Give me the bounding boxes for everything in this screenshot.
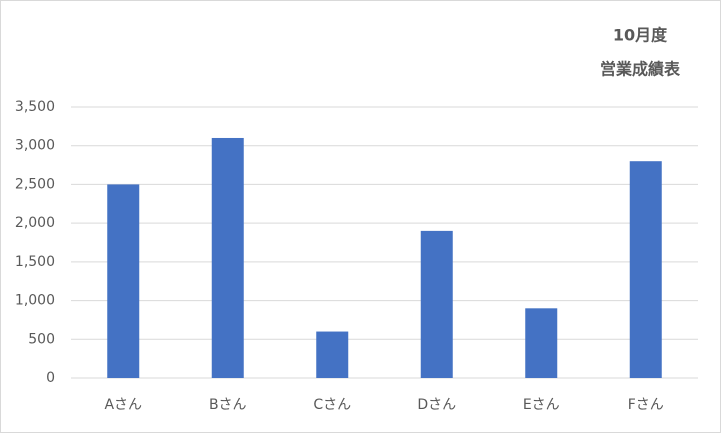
bar	[420, 230, 453, 378]
y-tick-label: 3,500	[15, 99, 55, 115]
bar	[316, 331, 349, 378]
x-tick-label: Eさん	[523, 397, 560, 413]
y-tick-label: 3,000	[15, 138, 55, 154]
bar	[629, 161, 662, 378]
chart-title: 10月度	[613, 26, 668, 45]
bar	[107, 184, 140, 378]
y-tick-label: 2,500	[15, 176, 55, 192]
x-tick-label: Bさん	[209, 397, 247, 413]
x-tick-label: Aさん	[104, 397, 142, 413]
bar	[211, 137, 244, 378]
x-tick-label: Fさん	[628, 397, 664, 413]
x-tick-label: Cさん	[313, 397, 351, 413]
y-tick-label: 0	[46, 370, 55, 386]
chart-subtitle: 営業成績表	[600, 60, 681, 79]
y-tick-label: 1,000	[15, 293, 55, 309]
y-tick-label: 2,000	[15, 215, 55, 231]
y-tick-label: 1,500	[15, 254, 55, 270]
bar	[525, 308, 558, 378]
x-tick-label: Dさん	[417, 397, 456, 413]
y-tick-label: 500	[28, 331, 55, 347]
